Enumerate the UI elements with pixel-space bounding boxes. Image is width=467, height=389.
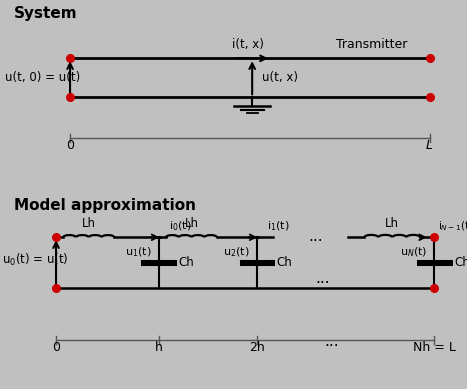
Text: u(t, 0) = u(t): u(t, 0) = u(t) [5,71,80,84]
Text: Lh: Lh [385,217,399,230]
Text: 0: 0 [52,341,60,354]
Text: ...: ... [324,334,339,349]
Text: Model approximation: Model approximation [14,198,196,214]
Text: u$_N$(t): u$_N$(t) [400,245,427,259]
Text: 2h: 2h [249,341,265,354]
Text: System: System [14,6,78,21]
Text: Nh = L: Nh = L [413,341,456,354]
Text: i$_0$(t): i$_0$(t) [169,219,191,233]
Text: u$_0$(t) = u(t): u$_0$(t) = u(t) [2,252,69,268]
Text: Lh: Lh [184,217,198,230]
Text: Ch: Ch [454,256,467,269]
Text: u$_1$(t): u$_1$(t) [125,245,152,259]
Text: u(t, x): u(t, x) [262,71,297,84]
Text: h: h [155,341,163,354]
Text: Ch: Ch [276,256,292,269]
Text: Transmitter: Transmitter [336,38,408,51]
Text: ...: ... [308,229,323,244]
Text: Lh: Lh [82,217,96,230]
Text: i$_{N-1}$(t): i$_{N-1}$(t) [438,219,467,233]
Text: Ch: Ch [178,256,194,269]
Text: u$_2$(t): u$_2$(t) [223,245,250,259]
Text: i(t, x): i(t, x) [232,38,263,51]
Text: i$_1$(t): i$_1$(t) [267,219,290,233]
Text: ...: ... [315,271,330,286]
Text: 0: 0 [66,139,74,152]
Text: L: L [426,139,433,152]
